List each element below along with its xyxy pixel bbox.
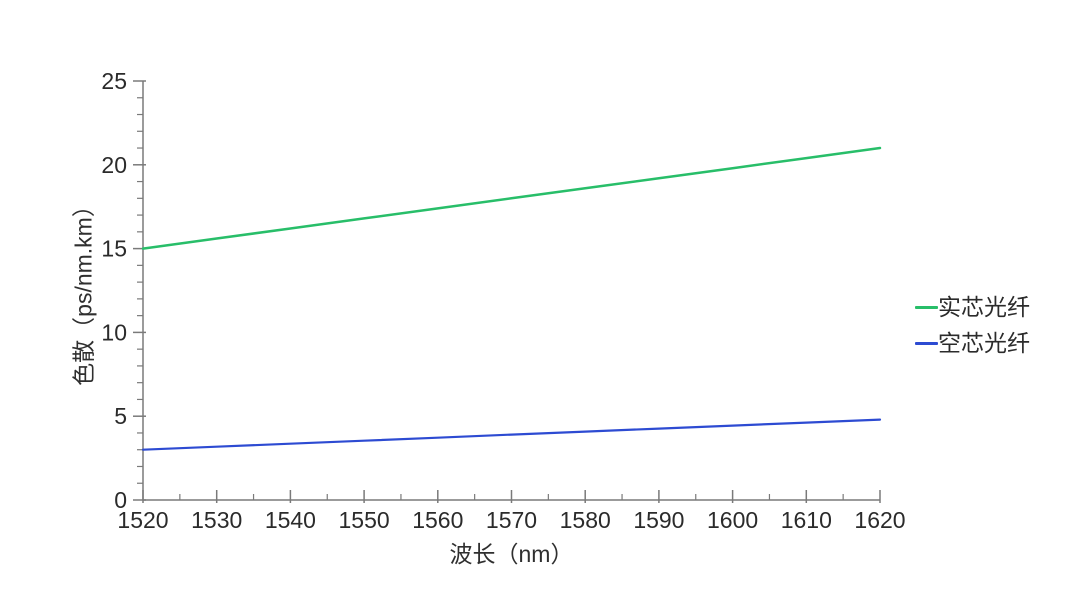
y-tick-label: 0 bbox=[114, 487, 127, 513]
legend-item-hollow-core-fiber[interactable]: 空芯光纤 bbox=[915, 325, 1030, 361]
x-tick-label: 1610 bbox=[781, 507, 832, 533]
x-tick-label: 1520 bbox=[117, 507, 168, 533]
legend-label-solid-core: 实芯光纤 bbox=[938, 293, 1030, 320]
x-tick-label: 1540 bbox=[265, 507, 316, 533]
y-tick-label: 10 bbox=[101, 319, 127, 345]
legend-line-swatch-solid-core bbox=[915, 305, 938, 309]
y-tick-label: 5 bbox=[114, 403, 127, 429]
legend-label-hollow-core: 空芯光纤 bbox=[938, 329, 1030, 356]
x-tick-label: 1550 bbox=[339, 507, 390, 533]
x-tick-label: 1620 bbox=[854, 507, 905, 533]
y-tick-label: 15 bbox=[101, 236, 127, 262]
y-tick-label: 25 bbox=[101, 68, 127, 94]
x-tick-label: 1600 bbox=[707, 507, 758, 533]
x-tick-label: 1570 bbox=[486, 507, 537, 533]
x-axis-title: 波长（nm） bbox=[449, 541, 574, 567]
legend-line-swatch-hollow-core bbox=[915, 341, 938, 345]
y-axis-title: 色散（ps/nm.km） bbox=[70, 194, 97, 386]
x-tick-label: 1590 bbox=[633, 507, 684, 533]
series-line-0 bbox=[141, 146, 882, 250]
x-tick-label: 1580 bbox=[560, 507, 611, 533]
legend-item-solid-core-fiber[interactable]: 实芯光纤 bbox=[915, 289, 1030, 325]
series-line-1 bbox=[141, 418, 882, 451]
x-tick-label: 1530 bbox=[191, 507, 242, 533]
y-tick-label: 20 bbox=[101, 152, 127, 178]
legend: 实芯光纤 空芯光纤 bbox=[915, 289, 1030, 361]
x-tick-label: 1560 bbox=[412, 507, 463, 533]
